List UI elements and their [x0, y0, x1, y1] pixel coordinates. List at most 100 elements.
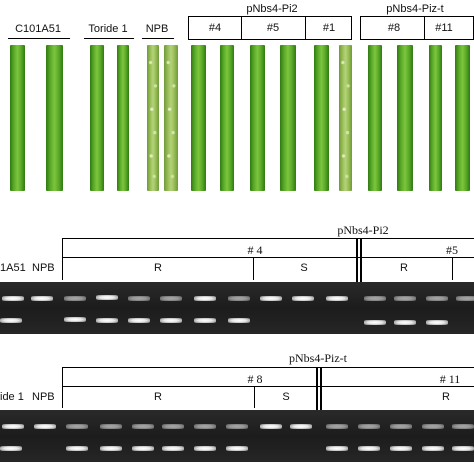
box-divider: [424, 16, 425, 40]
leaf-pi2-1-1: [314, 45, 329, 191]
leaf-pizt-8-2: [397, 45, 413, 191]
gel-band: [34, 424, 56, 429]
gel-band: [422, 446, 444, 451]
gel1-separator: [356, 238, 358, 284]
gel-band: [100, 446, 122, 451]
gel1-image: [0, 282, 474, 334]
line-label-pizt-8: #8: [387, 22, 401, 34]
gel-band: [326, 424, 348, 429]
gel-band: [160, 296, 182, 301]
gel-band: [228, 296, 250, 301]
group-underline-c101a51: [8, 38, 70, 39]
group-label-toride1: Toride 1: [88, 23, 128, 35]
gel-band: [194, 446, 216, 451]
gel-band: [96, 295, 118, 300]
gel1-left-label-1: 1A51: [0, 262, 26, 274]
group-label-npb: NPB: [145, 23, 169, 35]
gel1-line-b: #5: [446, 243, 458, 257]
gel-band: [64, 296, 86, 301]
gel-band: [162, 424, 184, 429]
gel2-top-bracket: [62, 367, 474, 368]
gel2-phen-b-r: R: [442, 391, 450, 403]
gel-band: [132, 446, 154, 451]
line-label-pi2-4: #4: [208, 22, 222, 34]
gel-band: [452, 446, 474, 451]
gel2-bracket-left: [62, 367, 63, 408]
gel-band: [422, 424, 444, 429]
gel2-line-b: # 11: [439, 372, 461, 386]
gel-band: [96, 318, 118, 323]
gel1-rs-divider: [452, 257, 453, 280]
leaf-toride1-1: [90, 45, 104, 191]
gel-band: [132, 424, 154, 429]
gel1-separator: [360, 238, 362, 284]
group-underline-toride1: [84, 38, 134, 39]
leaf-pi2-5-1: [250, 45, 265, 191]
gel-band: [66, 424, 88, 429]
gel-band: [394, 296, 416, 301]
gel-band: [226, 446, 248, 451]
gel-band: [0, 318, 22, 323]
gel-band: [160, 318, 182, 323]
gel1-phen-b-r: R: [400, 262, 408, 274]
leaf-pi2-5-2: [280, 45, 296, 191]
gel-band: [364, 296, 386, 301]
gel-band: [260, 424, 282, 429]
gel-band: [452, 424, 474, 429]
group-label-c101a51: C101A51: [15, 23, 61, 35]
gel-band: [390, 446, 412, 451]
gel2-image: [0, 410, 474, 462]
gel2-line-a: # 8: [247, 372, 263, 386]
gel-band: [358, 424, 380, 429]
group-underline-npb: [142, 38, 174, 39]
gel-band: [66, 446, 88, 451]
gel-band: [64, 317, 86, 322]
gel-band: [326, 296, 348, 301]
leaf-pizt-11-1: [429, 45, 442, 191]
box-divider: [305, 16, 306, 40]
gel-band: [2, 296, 24, 301]
gel1-rs-divider: [253, 257, 254, 280]
gel-band: [162, 446, 184, 451]
gel-band: [194, 424, 216, 429]
gel-band: [358, 446, 380, 451]
gel-band: [326, 446, 348, 451]
gel-band: [228, 318, 250, 323]
leaf-pi2-4-1: [191, 45, 206, 191]
gel-band: [290, 424, 312, 429]
leaf-c101a51-2: [46, 45, 63, 191]
gel-band: [260, 296, 282, 301]
construct-box-pi2: [188, 16, 352, 40]
gel-band: [426, 320, 448, 325]
construct-title-pizt: pNbs4-Piz-t: [386, 3, 444, 15]
gel1-bracket-left: [62, 238, 63, 280]
gel1-title: pNbs4-Pi2: [337, 223, 389, 237]
gel1-phen-a-r: R: [154, 262, 162, 274]
leaf-pi2-4-2: [220, 45, 234, 191]
construct-title-pi2: pNbs4-Pi2: [246, 3, 298, 15]
gel2-left-label-1: ide 1: [0, 391, 24, 403]
gel-band: [364, 320, 386, 325]
gel-band: [292, 296, 314, 301]
gel1-top-bracket: [62, 238, 474, 239]
leaf-toride1-2: [117, 45, 129, 191]
line-label-pi2-5: #5: [266, 22, 280, 34]
gel-band: [194, 318, 216, 323]
gel2-sub-rule: [62, 386, 474, 387]
leaf-c101a51-1: [10, 45, 25, 191]
gel-band: [226, 424, 248, 429]
leaf-npb-2: [164, 45, 178, 191]
gel-band: [128, 296, 150, 301]
leaf-pizt-8-1: [368, 45, 382, 191]
gel1-sub-rule: [62, 257, 474, 258]
construct-box-pizt: [360, 16, 474, 40]
gel-band: [128, 318, 150, 323]
gel2-title: pNbs4-Piz-t: [289, 351, 347, 365]
gel-band: [100, 424, 122, 429]
gel2-rs-divider: [254, 386, 255, 408]
gel-band: [0, 446, 22, 451]
gel2-phen-a-s: S: [282, 391, 290, 403]
gel-band: [426, 296, 448, 301]
gel-band: [394, 320, 416, 325]
leaf-pizt-11-2: [455, 45, 470, 191]
